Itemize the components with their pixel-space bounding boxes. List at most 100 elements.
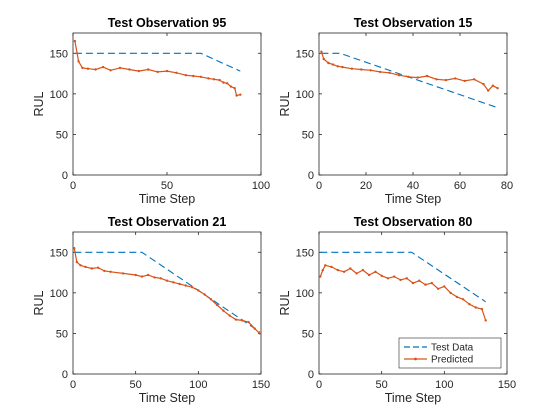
- data-point: [455, 295, 459, 299]
- y-axis-label: RUL: [278, 91, 292, 116]
- data-point: [487, 89, 490, 92]
- x-tick-label: 0: [70, 180, 76, 192]
- data-point: [418, 279, 421, 282]
- chart-panel-3: 0 50 100 150 0 50 100 150 Test Observation 21 Tim…: [32, 215, 270, 405]
- data-point: [472, 78, 476, 81]
- series-line-test-data: [320, 251, 487, 303]
- chart-panel-1: 0 50 100 0 50 100 150 Test Observation 95 Time S…: [32, 16, 270, 206]
- data-point: [233, 87, 236, 90]
- data-point: [101, 65, 105, 69]
- x-tick-label: 150: [252, 379, 270, 391]
- data-point: [147, 273, 150, 277]
- data-point: [449, 291, 452, 295]
- data-point: [156, 70, 159, 74]
- y-tick-label: 50: [56, 129, 68, 141]
- x-axis-label: Time Step: [385, 192, 442, 206]
- legend-box: [398, 337, 502, 369]
- data-point: [165, 279, 169, 282]
- data-point: [393, 275, 396, 278]
- data-point: [192, 74, 195, 78]
- data-point: [480, 307, 484, 311]
- data-point: [399, 278, 402, 282]
- data-point: [468, 303, 471, 306]
- data-point: [247, 320, 250, 324]
- data-point: [258, 332, 261, 335]
- data-point: [222, 309, 225, 312]
- data-point: [443, 285, 446, 288]
- data-point: [73, 247, 76, 250]
- y-tick-label: 150: [50, 48, 68, 60]
- data-point: [209, 298, 213, 301]
- data-point: [320, 50, 323, 53]
- x-tick-label: 60: [454, 180, 466, 192]
- data-point: [96, 266, 100, 269]
- data-point: [496, 87, 499, 90]
- chart-title: Test Observation 95: [108, 16, 227, 30]
- data-point: [228, 314, 231, 317]
- data-point: [380, 274, 383, 277]
- y-tick-label: 0: [62, 369, 68, 381]
- data-point: [378, 70, 382, 74]
- data-point: [239, 93, 242, 96]
- y-tick-label: 150: [296, 48, 314, 60]
- y-tick-label: 0: [62, 170, 68, 182]
- x-tick-label: 40: [407, 180, 419, 192]
- y-tick-label: 100: [50, 89, 68, 101]
- chart-panel-4: 0 50 100 150 0 50 100 150 Test Observation 80 Tim…: [278, 215, 516, 405]
- data-point: [86, 67, 90, 70]
- data-point: [77, 60, 80, 63]
- data-point: [241, 319, 244, 322]
- y-tick-label: 100: [296, 89, 314, 101]
- data-point: [172, 281, 175, 284]
- data-point: [321, 268, 324, 272]
- x-tick-label: 100: [189, 379, 207, 391]
- data-point: [212, 78, 216, 81]
- data-point: [218, 78, 221, 82]
- data-point: [140, 275, 144, 278]
- data-point: [336, 65, 339, 68]
- y-axis-label: RUL: [278, 290, 292, 315]
- data-point: [435, 78, 438, 81]
- data-point: [407, 75, 410, 79]
- data-point: [367, 273, 371, 277]
- data-point: [222, 81, 225, 84]
- data-point: [75, 260, 79, 264]
- data-point: [454, 77, 457, 80]
- data-point: [425, 74, 429, 78]
- plot-area: [72, 32, 262, 176]
- data-point: [134, 273, 137, 277]
- data-point: [436, 287, 440, 290]
- x-tick-label: 50: [376, 379, 388, 391]
- data-point: [207, 77, 210, 80]
- plot-area: [72, 231, 262, 375]
- data-point: [355, 272, 358, 275]
- data-point: [73, 39, 77, 43]
- data-point: [153, 276, 156, 279]
- data-point: [103, 269, 106, 273]
- data-point: [349, 267, 352, 270]
- series-line-test-data: [74, 251, 261, 333]
- data-point: [319, 275, 322, 278]
- data-point: [184, 74, 187, 77]
- data-point: [203, 293, 206, 296]
- data-point: [482, 82, 485, 86]
- data-point: [159, 277, 162, 280]
- x-tick-label: 20: [360, 180, 372, 192]
- y-tick-label: 0: [308, 170, 314, 182]
- data-point: [461, 298, 465, 301]
- data-point: [336, 268, 339, 272]
- data-point: [361, 268, 365, 272]
- series-line-test-data: [321, 52, 498, 109]
- data-point: [109, 69, 112, 72]
- data-point: [388, 71, 391, 75]
- data-point: [374, 270, 377, 273]
- x-tick-label: 0: [70, 379, 76, 391]
- x-tick-label: 100: [252, 180, 270, 192]
- x-axis-label: Time Step: [139, 391, 196, 405]
- data-point: [118, 66, 122, 70]
- x-tick-label: 0: [316, 379, 322, 391]
- data-point: [341, 65, 344, 69]
- data-point: [405, 277, 408, 280]
- data-point: [253, 327, 256, 330]
